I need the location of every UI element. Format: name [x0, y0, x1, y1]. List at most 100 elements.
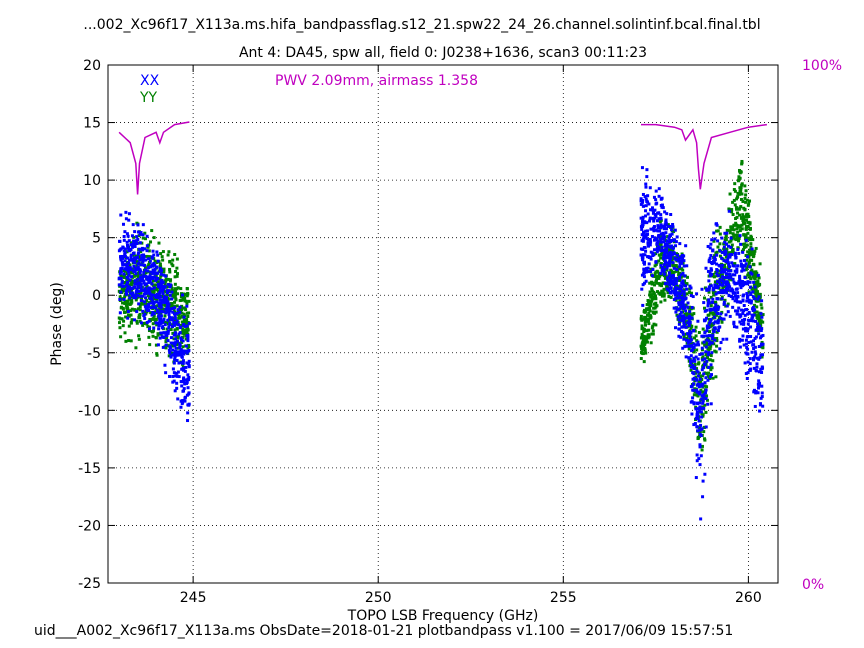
- yy-point: [667, 248, 671, 252]
- yy-point: [137, 337, 141, 341]
- xx-point: [153, 268, 157, 272]
- yy-point: [720, 273, 724, 277]
- xx-point: [668, 260, 672, 264]
- yy-point: [654, 323, 658, 327]
- yy-point: [690, 324, 694, 328]
- xx-point: [679, 310, 683, 314]
- xx-point: [727, 262, 731, 266]
- xx-point: [148, 259, 152, 263]
- xx-point: [723, 249, 727, 253]
- yy-point: [184, 328, 188, 332]
- xx-point: [142, 258, 146, 262]
- yy-point: [662, 287, 666, 291]
- xx-point: [154, 278, 158, 282]
- yy-point: [671, 264, 675, 268]
- xx-point: [701, 479, 705, 483]
- xx-point: [172, 312, 176, 316]
- xx-point: [685, 264, 689, 268]
- yy-point: [183, 332, 187, 336]
- yy-point: [755, 305, 759, 309]
- xx-point: [644, 209, 648, 213]
- x-tick-label: 250: [365, 590, 392, 606]
- xx-point: [649, 250, 653, 254]
- yy-point: [733, 182, 737, 186]
- xx-point: [162, 295, 166, 299]
- yy-point: [148, 325, 152, 329]
- yy-point: [174, 270, 178, 274]
- yy-point: [697, 361, 701, 365]
- xx-point: [126, 234, 130, 238]
- xx-point: [150, 287, 154, 291]
- xx-point: [761, 353, 765, 357]
- xx-point: [760, 395, 764, 399]
- xx-point: [726, 310, 730, 314]
- xx-point: [751, 305, 755, 309]
- yy-point: [653, 272, 657, 276]
- yy-point: [712, 275, 716, 279]
- xx-point: [671, 246, 675, 250]
- yy-point: [172, 316, 176, 320]
- yy-point: [122, 269, 126, 273]
- xx-point: [147, 308, 151, 312]
- xx-point: [703, 331, 707, 335]
- yy-point: [758, 322, 762, 326]
- xx-point: [137, 302, 141, 306]
- xx-point: [701, 401, 705, 405]
- yy-point: [709, 368, 713, 372]
- yy-point: [758, 316, 762, 320]
- yy-point: [171, 258, 175, 262]
- xx-point: [742, 321, 746, 325]
- xx-point: [145, 277, 149, 281]
- xx-point: [698, 401, 702, 405]
- yy-point: [129, 289, 133, 293]
- xx-point: [142, 314, 146, 318]
- yy-point: [173, 275, 177, 279]
- xx-point: [641, 224, 645, 228]
- yy-point: [734, 223, 738, 227]
- xx-point: [674, 288, 678, 292]
- yy-point: [137, 292, 141, 296]
- xx-point: [152, 326, 156, 330]
- yy-point: [724, 238, 728, 242]
- yy-point: [118, 321, 122, 325]
- xx-point: [731, 264, 735, 268]
- xx-point: [150, 282, 154, 286]
- yy-point: [681, 268, 685, 272]
- xx-point: [168, 322, 172, 326]
- xx-point: [147, 302, 151, 306]
- yy-point: [680, 267, 684, 271]
- legend-xx: XX: [140, 73, 160, 89]
- xx-point: [696, 402, 700, 406]
- xx-point: [731, 273, 735, 277]
- xx-point: [733, 294, 737, 298]
- xx-point: [742, 309, 746, 313]
- yy-point: [714, 251, 718, 255]
- xx-point: [759, 312, 763, 316]
- xx-point: [147, 281, 151, 285]
- xx-point: [669, 281, 673, 285]
- yy-point: [751, 270, 755, 274]
- xx-point: [656, 226, 660, 230]
- yy-point: [643, 323, 647, 327]
- xx-point: [704, 345, 708, 349]
- yy-point: [143, 231, 147, 235]
- yy-point: [654, 279, 658, 283]
- xx-point: [127, 273, 131, 277]
- xx-point: [682, 259, 686, 263]
- xx-point: [678, 242, 682, 246]
- xx-point: [155, 250, 159, 254]
- xx-point: [700, 352, 704, 356]
- footer-text: uid___A002_Xc96f17_X113a.ms ObsDate=2018…: [34, 623, 733, 639]
- xx-point: [124, 289, 128, 293]
- xx-point: [653, 208, 657, 212]
- xx-point: [647, 244, 651, 248]
- xx-point: [675, 253, 679, 257]
- xx-point: [734, 256, 738, 260]
- xx-point: [159, 305, 163, 309]
- yy-point: [651, 329, 655, 333]
- xx-point: [748, 362, 752, 366]
- xx-point: [129, 253, 133, 257]
- yy-point: [669, 295, 673, 299]
- xx-point: [174, 320, 178, 324]
- xx-point: [676, 259, 680, 263]
